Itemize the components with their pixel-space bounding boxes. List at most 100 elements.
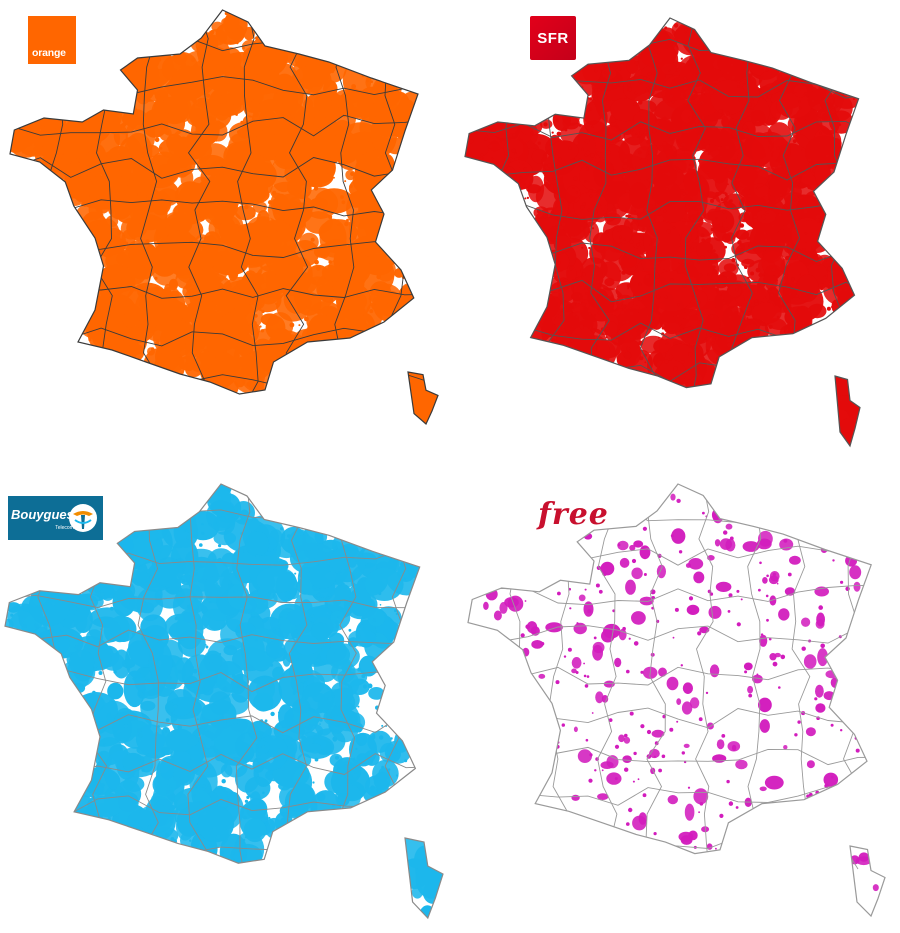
coverage-blob [223, 757, 248, 778]
coverage-dot [223, 371, 227, 375]
coverage-dot [661, 326, 665, 330]
coverage-blob [73, 606, 93, 633]
coverage-dot [319, 723, 321, 725]
coverage-dot [365, 561, 368, 565]
coverage-dot [635, 189, 637, 192]
coverage-blob [717, 46, 739, 74]
coverage-dot [643, 573, 647, 576]
coverage-dot [750, 108, 753, 110]
coverage-dot [217, 557, 222, 563]
coverage-blob [751, 302, 782, 324]
coverage-dot [282, 137, 286, 141]
coverage-dot [628, 637, 631, 640]
coverage-dot [791, 277, 795, 282]
coverage-dot [727, 183, 729, 186]
coverage-dot [684, 28, 688, 32]
coverage-dot [646, 139, 651, 145]
coverage-dot [740, 598, 743, 601]
coverage-dot [526, 196, 529, 199]
coverage-dot [677, 303, 680, 307]
coverage-dot [584, 180, 587, 183]
coverage-dot [567, 647, 572, 652]
coverage-dot [799, 273, 801, 276]
coverage-dot [340, 195, 344, 199]
coverage-dot [773, 303, 776, 307]
coverage-dot [260, 329, 265, 333]
coverage-dot [840, 729, 843, 732]
coverage-dot [707, 137, 710, 140]
coverage-dot [202, 149, 206, 153]
coverage-dot [588, 107, 593, 111]
coverage-blob [279, 781, 316, 813]
coverage-dot [756, 673, 759, 676]
coverage-dot [186, 535, 191, 540]
coverage-dot [309, 168, 313, 172]
coverage-spot [619, 557, 630, 568]
coverage-dot [288, 147, 291, 150]
coverage-dot [253, 314, 258, 318]
coverage-spot [764, 775, 784, 790]
coverage-dot [111, 210, 114, 214]
coverage-dot [245, 135, 248, 138]
coverage-dot [768, 146, 772, 149]
coverage-dot [709, 315, 712, 318]
coverage-dot [746, 206, 751, 211]
france-outline [9, 9, 419, 395]
coverage-dot [237, 27, 242, 32]
coverage-dot [116, 202, 121, 207]
coverage-dot [555, 118, 559, 123]
coverage-dot [91, 144, 96, 149]
coverage-blob [214, 753, 224, 762]
coverage-dot [575, 671, 579, 674]
coverage-dot [595, 583, 600, 588]
coverage-blob [603, 321, 618, 336]
sfr-coverage-panel: SFR [450, 0, 900, 466]
coverage-dot [523, 182, 527, 186]
coverage-dot [303, 272, 308, 277]
coverage-dot [672, 226, 676, 229]
coverage-dot [713, 68, 716, 71]
coverage-dot [771, 267, 776, 272]
coverage-dot [51, 601, 56, 606]
coverage-dot [610, 122, 616, 127]
coverage-blob [651, 207, 664, 216]
department-border [824, 18, 847, 404]
coverage-dot [204, 644, 207, 646]
coverage-blob [647, 144, 658, 157]
coverage-dot [603, 67, 606, 70]
department-border [384, 10, 406, 411]
coverage-dot [198, 136, 204, 142]
coverage-dot [585, 738, 589, 742]
coverage-blob [748, 183, 771, 204]
coverage-dot [378, 564, 383, 568]
coverage-blob [150, 191, 172, 216]
coverage-dot [154, 616, 157, 620]
department-border [237, 10, 259, 411]
coverage-dot [280, 527, 284, 531]
coverage-dot [657, 65, 660, 68]
coverage-dot [131, 136, 136, 140]
coverage-dot [186, 604, 191, 610]
coverage-dot [114, 285, 119, 290]
coverage-dot [78, 641, 82, 645]
coverage-dot [52, 167, 56, 171]
coverage-dot [702, 147, 705, 150]
corsica-outline [407, 371, 439, 425]
coverage-dot [638, 282, 642, 287]
coverage-dot [658, 768, 662, 773]
coverage-dot [114, 630, 118, 634]
coverage-blob [212, 254, 248, 276]
coverage-dot [712, 269, 717, 274]
coverage-dot [682, 192, 686, 196]
coverage-dot [582, 202, 586, 206]
coverage-spot [595, 691, 604, 704]
coverage-dot [591, 99, 596, 103]
coverage-spot [606, 772, 622, 785]
coverage-dot [138, 733, 143, 738]
coverage-blob [635, 158, 653, 181]
coverage-dot [154, 286, 159, 291]
coverage-dot [828, 94, 834, 100]
coverage-dot [690, 246, 694, 250]
coverage-dot [292, 691, 297, 695]
coverage-dot [98, 671, 103, 675]
